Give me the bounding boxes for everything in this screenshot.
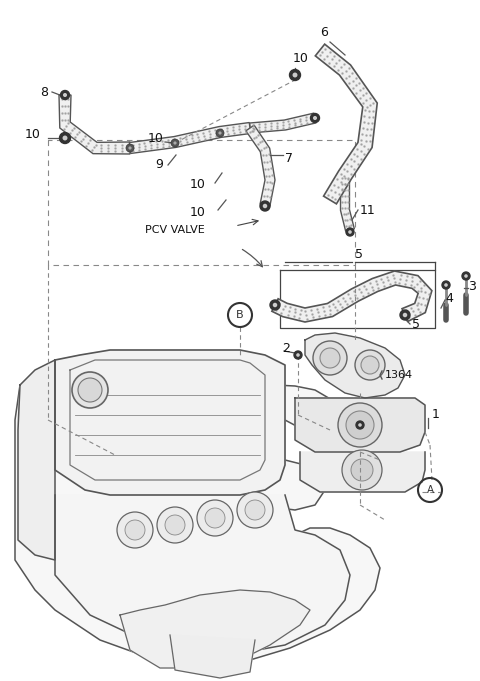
Polygon shape [300,452,425,492]
Text: 6: 6 [320,27,328,39]
Circle shape [358,423,362,427]
Polygon shape [55,495,350,655]
Circle shape [260,201,270,211]
Circle shape [462,272,470,280]
Text: 10: 10 [190,178,206,191]
Circle shape [351,459,373,481]
Circle shape [173,142,177,144]
Text: B: B [236,310,244,320]
Text: 2: 2 [282,341,290,355]
Circle shape [270,300,280,310]
Circle shape [361,356,379,374]
Text: 4: 4 [445,291,453,304]
Circle shape [338,403,382,447]
Text: 10: 10 [25,129,41,142]
Circle shape [72,372,108,408]
Text: 1364: 1364 [385,370,413,380]
Circle shape [157,507,193,543]
Circle shape [205,508,225,528]
Text: 8: 8 [40,86,48,99]
Circle shape [216,129,224,137]
Text: 5: 5 [412,319,420,332]
Circle shape [63,93,67,97]
Polygon shape [170,635,255,678]
Circle shape [296,353,300,357]
Circle shape [171,139,179,147]
Text: A: A [426,485,433,495]
Polygon shape [55,350,285,495]
Circle shape [245,500,265,520]
Circle shape [129,146,132,150]
Text: 1: 1 [432,409,440,422]
Circle shape [400,310,410,320]
Circle shape [218,131,222,135]
Circle shape [237,492,273,528]
Polygon shape [340,175,354,231]
Text: 7: 7 [285,151,293,165]
Circle shape [311,114,320,123]
Text: PCV VALVE: PCV VALVE [145,225,205,235]
Text: 11: 11 [360,204,376,217]
Circle shape [355,350,385,380]
Polygon shape [246,125,275,206]
Polygon shape [59,95,130,154]
Text: 10: 10 [190,206,206,219]
Polygon shape [18,360,55,560]
Circle shape [125,520,145,540]
Polygon shape [120,590,310,668]
Circle shape [464,274,468,278]
Circle shape [313,116,317,120]
Circle shape [346,411,374,439]
Circle shape [78,378,102,402]
Circle shape [117,512,153,548]
Text: 10: 10 [148,131,164,144]
Polygon shape [315,44,377,204]
Circle shape [292,72,298,78]
Circle shape [165,515,185,535]
Text: 3: 3 [468,279,476,293]
Circle shape [356,421,364,429]
Text: 9: 9 [155,159,163,172]
Circle shape [442,281,450,289]
Circle shape [342,450,382,490]
Circle shape [60,91,70,99]
Circle shape [313,341,347,375]
Polygon shape [305,333,405,398]
Text: 10: 10 [293,52,309,65]
Circle shape [273,303,277,307]
Circle shape [403,313,407,317]
Polygon shape [272,271,432,322]
Polygon shape [250,113,316,133]
Circle shape [346,228,354,236]
Circle shape [60,133,71,144]
Circle shape [263,204,267,208]
Circle shape [289,69,300,80]
Circle shape [197,500,233,536]
Polygon shape [129,123,251,153]
Circle shape [294,351,302,359]
Polygon shape [295,398,425,452]
Circle shape [320,348,340,368]
Circle shape [126,144,134,152]
Circle shape [62,136,68,140]
Circle shape [444,283,448,287]
Polygon shape [15,370,380,665]
Circle shape [348,230,352,234]
Text: 5: 5 [355,249,363,262]
